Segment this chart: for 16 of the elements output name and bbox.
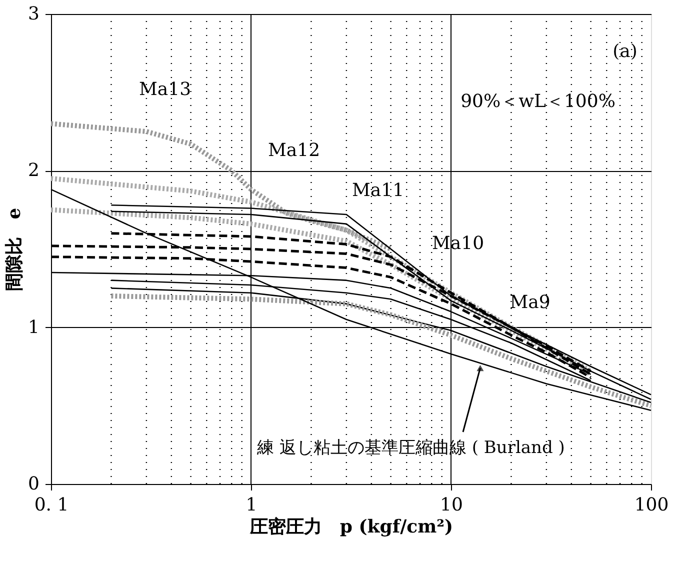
annotation: Ma11 (352, 180, 404, 201)
x-tick-label: 100 (634, 494, 669, 516)
annotation: Ma13 (138, 79, 192, 100)
y-tick-label: 2 (28, 160, 40, 182)
x-tick-label: 0. 1 (34, 494, 69, 516)
annotation: Ma9 (510, 292, 550, 313)
y-tick-label: 1 (28, 316, 40, 338)
annotation: 90%＜wL＜100% (460, 91, 616, 112)
y-tick-label: 3 (28, 4, 40, 24)
x-tick-label: 1 (246, 494, 258, 516)
x-tick-label: 10 (440, 494, 463, 516)
x-axis-title: 圧密圧力 p (kgf/cm²) (248, 516, 454, 538)
y-tick-label: 0 (28, 474, 40, 494)
annotation: Ma12 (268, 140, 320, 161)
annotation: (a) (612, 41, 638, 62)
y-axis-title: 間隙比 e (4, 208, 26, 292)
